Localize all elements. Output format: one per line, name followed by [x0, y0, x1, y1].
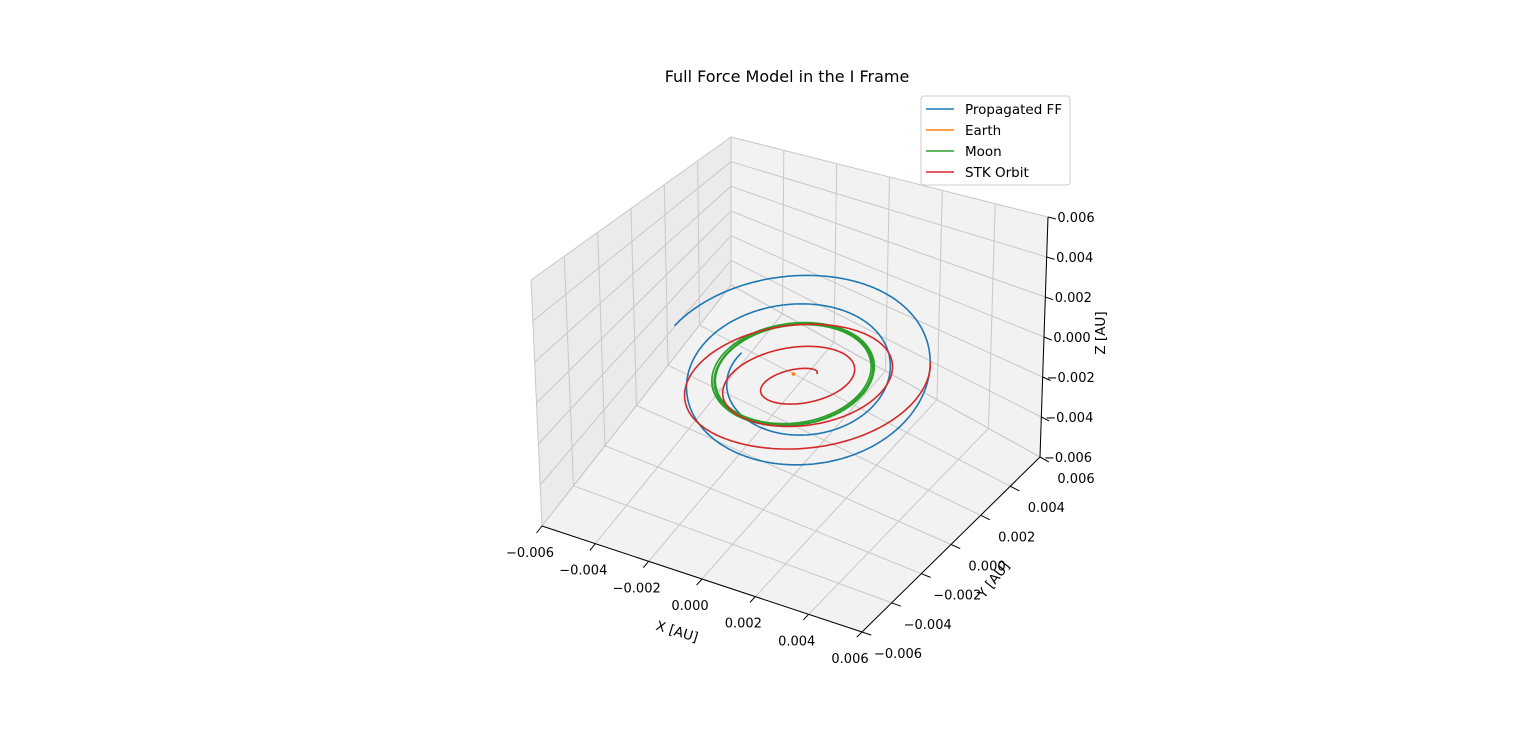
z-tick-label: 0.002: [1055, 291, 1092, 306]
left-pane: [531, 137, 731, 526]
series-earth-marker: [791, 372, 796, 376]
x-tick-label: 0.000: [671, 599, 708, 614]
legend-box: [920, 95, 1071, 186]
x-tick-label: −0.002: [613, 581, 661, 596]
z-tick-label: −0.004: [1045, 411, 1093, 426]
legend-label: STK Orbit: [965, 165, 1029, 181]
back-pane: [731, 137, 1048, 457]
z-tick-label: 0.004: [1056, 251, 1093, 266]
legend-label: Propagated FF: [965, 102, 1062, 118]
x-axis-label: X [AU]: [654, 618, 700, 646]
grid-line: [699, 324, 1011, 487]
z-tick-mark: [1047, 216, 1057, 220]
y-tick-label: −0.004: [904, 618, 952, 633]
z-tick-label: 0.000: [1053, 331, 1090, 346]
y-tick-mark: [891, 602, 902, 607]
tick-labels: −0.006 −0.006 −0.006 −0.004 −0.004 −0.004 −0.0…: [506, 211, 1095, 667]
x-tick-mark: [803, 613, 810, 621]
y-tick-mark: [1010, 485, 1020, 492]
z-tick-mark: [1041, 416, 1050, 422]
grid-line: [730, 136, 1049, 218]
y-tick-mark: [921, 573, 931, 578]
grid-line: [730, 284, 1041, 458]
z-tick-mark: [1043, 336, 1052, 341]
chart-title: Full Force Model in the I Frame: [665, 67, 910, 86]
x-tick-mark: [856, 631, 863, 638]
x-tick-mark: [589, 543, 596, 551]
x-tick-label: −0.006: [506, 546, 554, 561]
z-tick-label: −0.006: [1044, 451, 1092, 466]
series-propagated-ff-line: [673, 274, 931, 466]
x-tick-mark: [642, 560, 650, 569]
x-tick-label: 0.004: [778, 634, 815, 649]
y-tick-label: 0.002: [998, 530, 1035, 545]
x-tick-mark: [696, 578, 703, 586]
x-tick-label: 0.006: [831, 652, 868, 667]
z-axis-label: Z [AU]: [1093, 311, 1109, 354]
x-tick-mark: [749, 596, 756, 603]
grid-lines: [530, 136, 1049, 633]
y-tick-label: 0.000: [968, 560, 1005, 575]
grid-line: [530, 136, 732, 281]
axis-panes: [531, 137, 1048, 632]
y-tick-mark: [980, 514, 991, 521]
legend-label: Earth: [965, 123, 1001, 139]
axis-lines: [536, 216, 1057, 638]
x-tick-label: 0.002: [725, 617, 762, 632]
series-stk-orbit-line: [683, 323, 932, 450]
legend-label: Moon: [965, 144, 1002, 160]
y-tick-mark: [1039, 456, 1050, 463]
y-tick-mark: [861, 631, 872, 636]
series-lines: [673, 274, 932, 466]
x-tick-mark: [536, 525, 543, 534]
x-tick-label: −0.004: [559, 564, 607, 579]
floor-pane: [542, 285, 1040, 632]
grid-line: [730, 161, 1047, 258]
z-tick-label: 0.006: [1057, 211, 1094, 226]
z-tick-mark: [1042, 376, 1051, 381]
grid-line: [532, 161, 732, 322]
y-tick-label: −0.006: [874, 647, 922, 662]
legend: Propagated FF Earth Moon STK Orbit: [920, 95, 1071, 186]
y-tick-mark: [950, 544, 961, 550]
z-tick-label: −0.002: [1047, 371, 1095, 386]
y-tick-label: 0.006: [1057, 472, 1094, 487]
y-tick-label: 0.004: [1028, 501, 1065, 516]
y-tick-label: −0.002: [933, 589, 981, 604]
z-tick-mark: [1045, 296, 1054, 301]
z-tick-mark: [1046, 256, 1055, 260]
